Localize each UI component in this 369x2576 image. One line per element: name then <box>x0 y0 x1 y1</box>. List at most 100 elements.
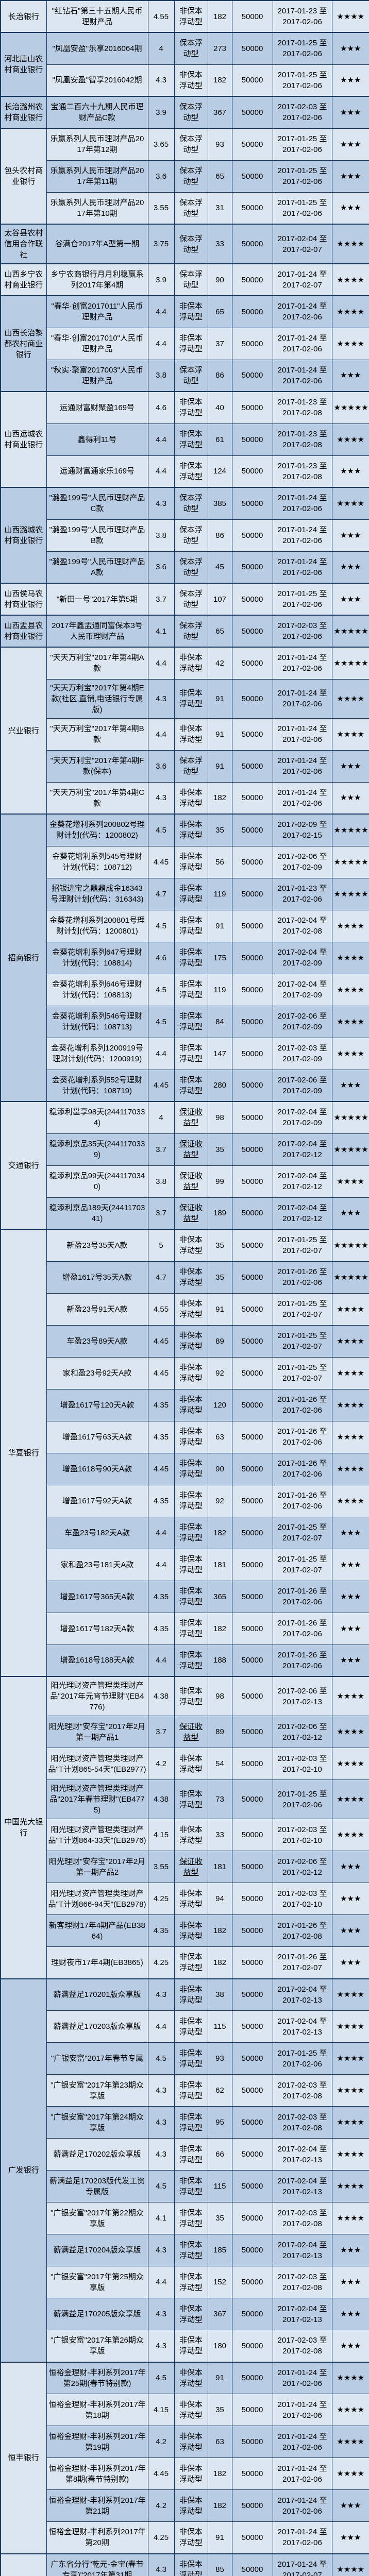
income-type-cell: 非保本浮动型 <box>174 295 208 328</box>
rating-cell: ★★★ <box>331 1883 369 1915</box>
sale-period-start: 2017-01-26 至 <box>277 1587 327 1596</box>
rating-cell: ★★★★ <box>331 2106 369 2139</box>
star-rating: ★★★ <box>340 1209 361 1218</box>
rating-cell: ★★★★ <box>331 2202 369 2234</box>
rating-cell: ★★★★ <box>331 1293 369 1326</box>
sale-period-end: 2017-02-08 <box>282 2219 322 2228</box>
star-rating: ★★★★ <box>337 12 365 21</box>
product-name-cell: 乡宁农商银行月月利稳赢系列2017年第4期 <box>46 263 148 296</box>
star-rating: ★★★★ <box>337 307 365 316</box>
term-days-cell: 189 <box>207 1197 232 1230</box>
sale-period-end: 2017-02-13 <box>282 2155 322 2164</box>
min-amount-cell: 50000 <box>231 423 273 456</box>
income-type-cell: 非保本浮动型 <box>174 391 208 424</box>
sale-period-end: 2017-02-07 <box>282 1566 322 1574</box>
bank-name-cell: 广发银行 <box>0 1978 47 2362</box>
rating-cell: ★★★★ <box>331 973 369 1006</box>
bank-name-cell: 山西侯马农村商业银行 <box>0 583 47 616</box>
term-days-cell: 91 <box>207 750 232 783</box>
sale-period-end: 2017-02-06 <box>282 1661 322 1670</box>
min-amount-cell: 50000 <box>231 1452 273 1485</box>
star-rating: ★★★★ <box>337 953 365 962</box>
sale-period-cell: 2017-01-25 至 2017-02-06 <box>272 160 332 193</box>
sale-period-cell: 2017-02-06 至 2017-02-09 <box>272 1069 332 1102</box>
star-rating: ★★★★ <box>337 2405 365 2414</box>
product-row: 包头农村商业银行 乐赢系列人民币理财产品2017年第12期 3.65 保本浮动型 93 5… <box>0 128 369 225</box>
star-rating: ★★★ <box>340 76 361 85</box>
income-type-cell: 保本浮动型 <box>174 96 208 129</box>
income-type-cell: 非保本浮动型 <box>174 1780 208 1819</box>
term-days-cell: 99 <box>207 1165 232 1198</box>
income-type-cell: 非保本浮动型 <box>174 2010 208 2043</box>
sale-period-end: 2017-02-10 <box>282 1765 322 1774</box>
min-amount-cell: 50000 <box>231 1580 273 1613</box>
product-name-cell: 薪满益足170203版众享版 <box>46 2010 148 2043</box>
star-rating: ★★★ <box>340 2310 361 2318</box>
sale-period-end: 2017-02-06 <box>282 1278 322 1287</box>
expected-yield-cell: 4.35 <box>147 1580 175 1613</box>
sale-period-start: 2017-01-24 至 <box>277 270 327 279</box>
product-name-cell: 谷满仓2017年A型第一期 <box>46 224 148 264</box>
income-type-cell: 非保本浮动型 <box>174 973 208 1006</box>
sale-period-end: 2017-02-06 <box>282 313 322 322</box>
sale-period-start: 2017-01-23 至 <box>277 430 327 438</box>
sale-period-end: 2017-02-09 <box>282 959 322 968</box>
product-row: 阳光理财"安存宝"2017年2月第一期产品2 3.55 保证收益型 181 50000 2… <box>1 1851 369 1883</box>
sale-period-start: 2017-02-04 至 <box>277 2176 327 2185</box>
star-rating: ★★★ <box>340 2246 361 2255</box>
min-amount-cell: 50000 <box>231 1851 273 1883</box>
expected-yield-cell: 4.4 <box>147 1644 175 1677</box>
rating-cell: ★★★ <box>331 2489 369 2522</box>
product-row: 增盈1617号365天A款 4.35 非保本浮动型 365 50000 2017-01-2… <box>1 1580 369 1613</box>
min-amount-cell: 50000 <box>231 2106 273 2139</box>
min-amount-cell: 50000 <box>231 973 273 1006</box>
rating-cell: ★★★ <box>331 1644 369 1677</box>
star-rating: ★★★★★ <box>333 1241 368 1250</box>
expected-yield-cell: 4.25 <box>147 2521 175 2554</box>
income-type-cell: 非保本浮动型 <box>174 423 208 456</box>
expected-yield-cell: 3.8 <box>147 359 175 392</box>
sale-period-start: 2017-01-24 至 <box>277 756 327 765</box>
sale-period-end: 2017-02-09 <box>282 1055 322 1063</box>
expected-yield-cell: 4 <box>147 1101 175 1134</box>
expected-yield-cell: 3.6 <box>147 160 175 193</box>
term-days-cell: 182 <box>207 1516 232 1549</box>
expected-yield-cell: 3.9 <box>147 263 175 296</box>
expected-yield-cell: 4.4 <box>147 327 175 360</box>
star-rating: ★★★★ <box>337 1017 365 1026</box>
sale-period-cell: 2017-01-26 至 2017-02-06 <box>272 1484 332 1517</box>
product-row: 山西潞城农村商业银行 "潞盈199号"人民币理财产品C款 4.3 保本浮动型 385 50… <box>0 487 369 584</box>
min-amount-cell: 50000 <box>231 2074 273 2107</box>
sale-period-cell: 2017-01-26 至 2017-02-06 <box>272 1261 332 1294</box>
sale-period-end: 2017-02-08 <box>282 2347 322 2356</box>
sale-period-start: 2017-01-25 至 <box>277 1363 327 1372</box>
expected-yield-cell: 4.2 <box>147 2426 175 2458</box>
rating-cell: ★★★★ <box>331 1452 369 1485</box>
product-name-cell: 增盈1617号182天A款 <box>46 1612 148 1645</box>
sale-period-end: 2017-02-06 <box>282 895 322 904</box>
product-row: 阳光理财资产管理类理财产品"T计划866-94天"(EB2978) 4.25 非保本… <box>1 1883 369 1915</box>
sale-period-end: 2017-02-13 <box>282 2027 322 2037</box>
sale-period-cell: 2017-02-04 至 2017-02-12 <box>272 1197 332 1230</box>
sale-period-start: 2017-02-04 至 <box>277 2016 327 2026</box>
star-rating: ★★★★★ <box>333 825 368 835</box>
product-name-cell: 增盈1617号365天A款 <box>46 1580 148 1613</box>
star-rating: ★★★ <box>340 595 361 604</box>
sale-period-start: 2017-01-24 至 <box>277 302 327 311</box>
bank-name-cell: 华夏银行 <box>0 1229 47 1677</box>
product-row: 薪满益足170202版众享版 4.3 非保本浮动型 66 50000 2017-02-04… <box>1 2138 369 2171</box>
term-days-cell: 33 <box>207 1819 232 1851</box>
product-name-cell: 阳光理财资产管理类理财产品"T计划866-94天"(EB2978) <box>46 1883 148 1915</box>
term-days-cell: 115 <box>207 2010 232 2043</box>
sale-period-cell: 2017-02-04 至 2017-02-13 <box>272 2170 332 2202</box>
rating-cell: ★★★★★ <box>331 877 369 910</box>
rating-cell: ★★★ <box>331 1580 369 1613</box>
rating-cell: ★★★★ <box>331 718 369 751</box>
sale-period-cell: 2017-01-23 至 2017-02-06 <box>272 0 332 33</box>
product-row: 稳添利京品99天(2441170340) 3.8 保证收益型 99 50000 2017-… <box>1 1165 369 1198</box>
expected-yield-cell: 4.45 <box>147 2458 175 2490</box>
sale-period-cell: 2017-01-24 至 2017-02-07 <box>272 263 332 296</box>
sale-period-start: 2017-01-24 至 <box>277 334 327 343</box>
product-name-cell: 宝通二百六十九期人民币理财产品C款 <box>46 96 148 129</box>
